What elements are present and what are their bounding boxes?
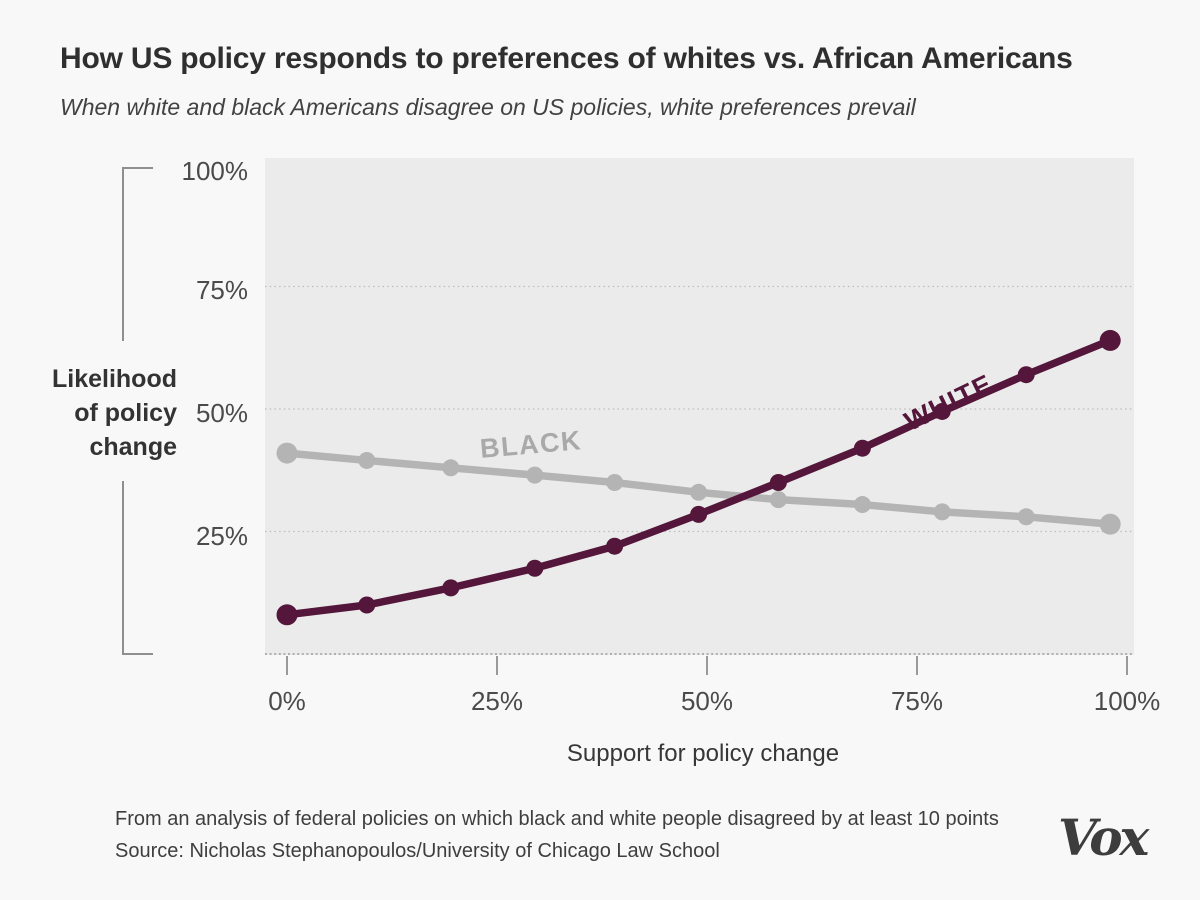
y-axis-bracket-lower [122, 481, 124, 655]
footer-source: Source: Nicholas Stephanopoulos/Universi… [115, 840, 720, 862]
black-point [526, 466, 544, 484]
x-tick-label-25: 25% [470, 686, 524, 716]
chart-subtitle: When white and black Americans disagree … [60, 94, 916, 120]
white-point [769, 474, 787, 491]
plot-area: BLACK WHITE [265, 158, 1134, 675]
vox-logo: Vox [1058, 808, 1149, 867]
y-axis-bracket-bottom [122, 653, 153, 655]
black-point [769, 491, 787, 509]
y-tick-label-25: 25% [195, 521, 248, 551]
black-point [1017, 508, 1035, 526]
y-axis-title-line: change [89, 433, 177, 461]
black-point [442, 459, 460, 477]
black-point [358, 451, 376, 469]
y-tick-label-100: 100% [181, 156, 249, 186]
black-point [853, 496, 871, 514]
white-point [358, 596, 376, 614]
x-tick-label-0: 0% [268, 686, 306, 716]
x-tick-label-100: 100% [1093, 686, 1161, 716]
line-chart [265, 285, 1134, 675]
y-axis-title: Likelihood of policy change [20, 362, 177, 464]
y-tick-label-50: 50% [195, 398, 248, 428]
x-tick-label-75: 75% [890, 686, 944, 716]
white-point [1017, 366, 1035, 384]
white-point [853, 439, 871, 457]
x-axis-title: Support for policy change [566, 740, 840, 767]
white-point [690, 505, 708, 523]
y-axis-bracket-top [122, 167, 153, 169]
white-point [442, 579, 460, 597]
black-point [933, 503, 951, 521]
y-axis-bracket-upper [122, 167, 124, 341]
page-title: How US policy responds to preferences of… [60, 42, 1073, 75]
x-tick-label-50: 50% [680, 686, 734, 716]
black-point [1099, 513, 1121, 535]
white-point [1099, 329, 1121, 351]
white-point [606, 537, 624, 555]
y-axis-title-line: Likelihood [52, 365, 177, 393]
white-point [526, 559, 544, 577]
white-point [933, 402, 951, 420]
y-tick-label-75: 75% [195, 275, 248, 305]
black-point [606, 474, 624, 491]
y-axis-title-line: of policy [74, 399, 177, 427]
black-point [690, 483, 708, 501]
white-point [276, 604, 298, 626]
black-point [276, 442, 298, 464]
footer-note: From an analysis of federal policies on … [115, 808, 999, 830]
